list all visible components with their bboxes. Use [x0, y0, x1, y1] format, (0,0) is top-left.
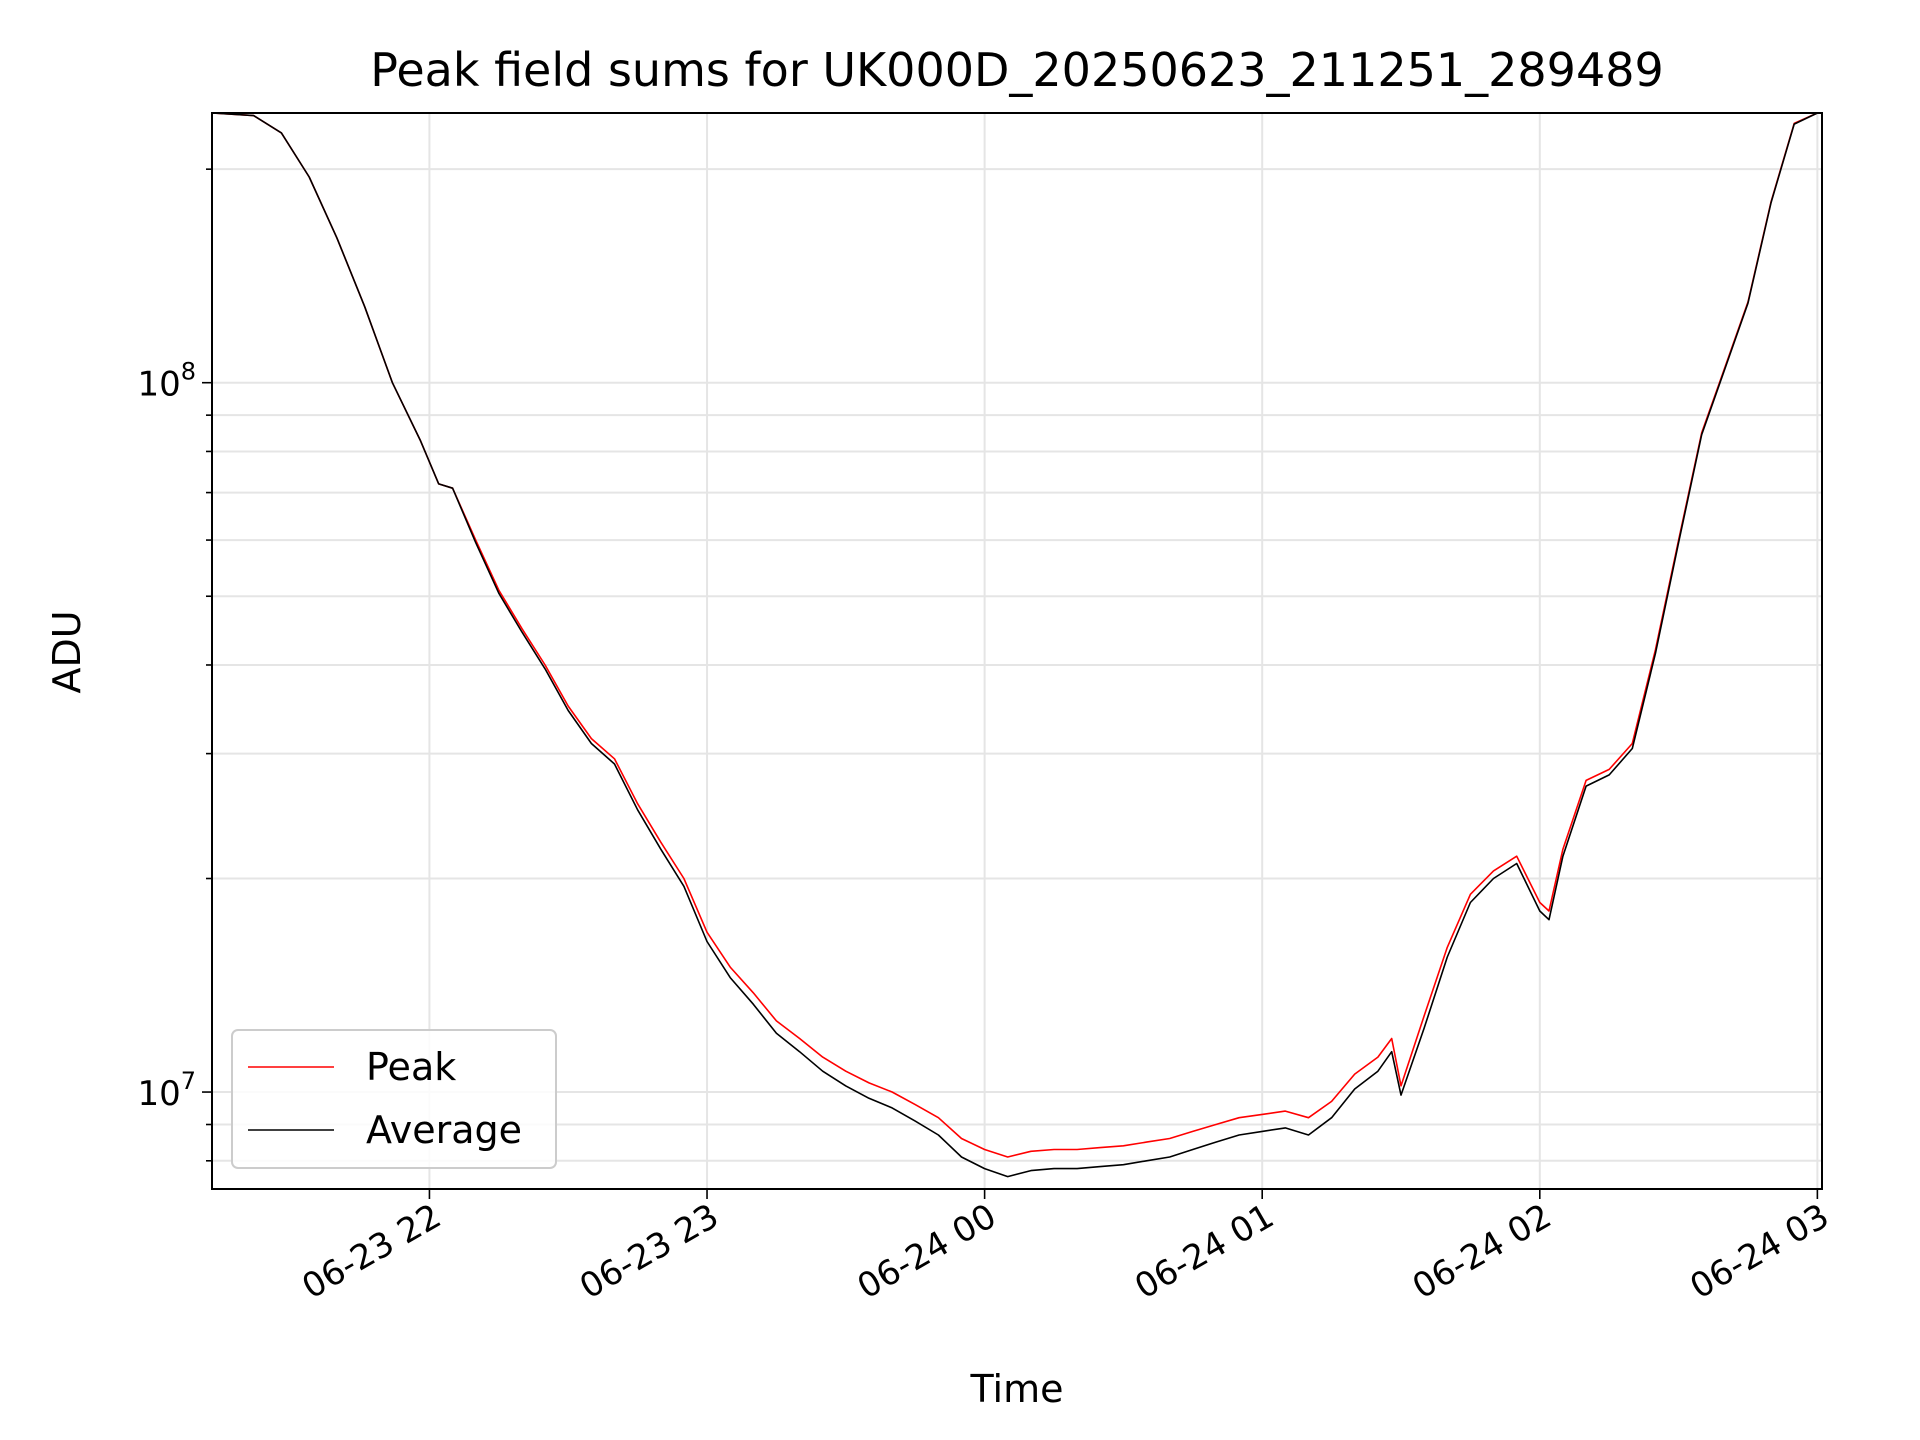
series-line-peak [211, 112, 1818, 1158]
legend-peak-label: Peak [366, 1045, 456, 1089]
plot-area: 06-23 22 06-23 23 06-24 00 06-24 01 06-24 02… [137, 112, 1836, 1307]
x-tick-label: 06-24 01 [1128, 1196, 1280, 1307]
chart-title: Peak field sums for UK000D_20250623_2112… [370, 43, 1664, 97]
x-tick-label: 06-24 00 [851, 1196, 1003, 1307]
legend: Peak Average [231, 1029, 557, 1169]
legend-average-label: Average [366, 1108, 522, 1152]
x-tick-label: 06-24 03 [1683, 1196, 1835, 1307]
x-tick-label: 06-24 02 [1406, 1196, 1558, 1307]
series-line-average [211, 112, 1818, 1178]
y-axis-label: ADU [45, 610, 89, 693]
y-tick-label: 107 [137, 1067, 196, 1114]
legend-box [231, 1029, 557, 1169]
x-axis-label: Time [970, 1367, 1064, 1411]
plot-background [212, 113, 1822, 1189]
series-layer [211, 112, 1818, 1178]
x-tick-label: 06-23 22 [296, 1196, 448, 1307]
x-tick-label: 06-23 23 [573, 1196, 725, 1307]
plot-frame [211, 112, 1823, 1190]
y-tick-label: 108 [137, 358, 196, 405]
